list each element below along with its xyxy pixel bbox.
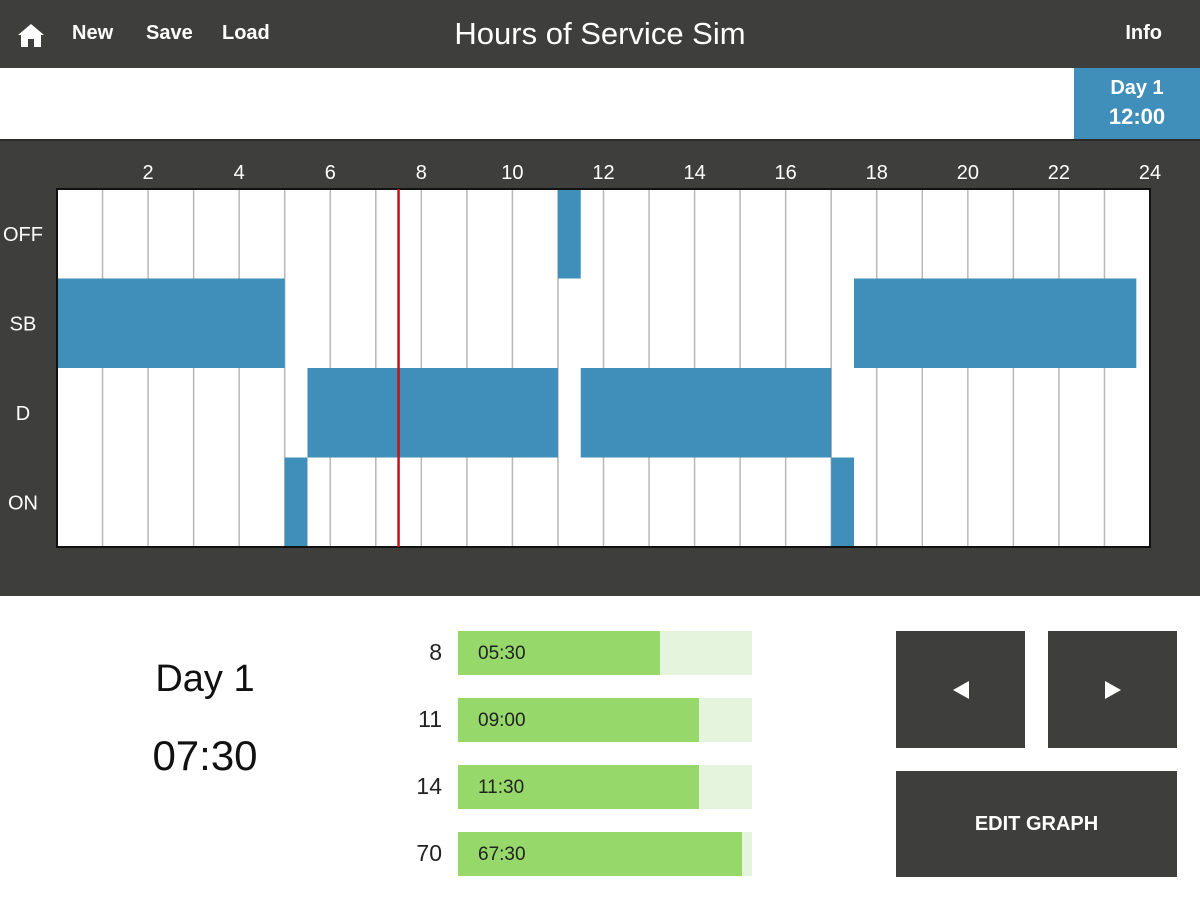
x-tick-label: 10: [501, 162, 523, 184]
limit-label: 11: [418, 706, 442, 732]
load-button[interactable]: Load: [222, 22, 270, 44]
duty-segment: [557, 189, 581, 279]
duty-segment: [57, 278, 285, 368]
arrow-left-icon: [952, 680, 969, 699]
x-tick-label: 20: [957, 162, 979, 184]
limit-bar: 11:30: [458, 765, 752, 809]
edit-graph-button[interactable]: EDIT GRAPH: [896, 771, 1177, 877]
app-title: Hours of Service Sim: [454, 16, 746, 51]
limit-bar: 05:30: [458, 631, 752, 675]
limit-row-8: 8 05:30: [390, 631, 760, 677]
row-label: OFF: [3, 224, 43, 246]
limit-value: 67:30: [478, 844, 526, 865]
limit-label: 8: [429, 639, 442, 665]
duty-segment: [853, 278, 1137, 368]
duty-segment: [831, 457, 854, 547]
x-tick-label: 6: [325, 162, 336, 184]
x-tick-label: 24: [1139, 162, 1161, 184]
limit-row-11: 11 09:00: [390, 698, 760, 744]
limit-row-14: 14 11:30: [390, 765, 760, 811]
x-tick-label: 22: [1048, 162, 1070, 184]
graph-border: [56, 188, 1151, 548]
previous-button[interactable]: [896, 631, 1025, 748]
row-label: ON: [8, 492, 38, 514]
x-tick-label: 12: [592, 162, 614, 184]
limit-value: 09:00: [478, 710, 526, 731]
duty-segment: [307, 368, 558, 458]
limit-bar-fill: [458, 631, 661, 675]
current-day: Day 1: [155, 658, 255, 700]
new-button[interactable]: New: [72, 22, 114, 44]
save-button[interactable]: Save: [146, 22, 193, 44]
x-tick-label: 18: [866, 162, 888, 184]
x-tick-label: 16: [775, 162, 797, 184]
x-tick-label: 4: [234, 162, 245, 184]
limit-bar-fill: [458, 832, 742, 876]
arrow-right-icon: [1104, 680, 1121, 699]
duty-segment: [580, 368, 832, 458]
top-bar: New Save Load Hours of Service Sim Info: [0, 0, 1200, 68]
x-tick-label: 2: [143, 162, 154, 184]
edit-graph-label: EDIT GRAPH: [974, 812, 1099, 835]
current-time: 07:30: [152, 732, 258, 779]
day-tab[interactable]: Day 1 12:00: [1074, 68, 1200, 139]
x-tick-label: 14: [683, 162, 705, 184]
x-tick-label: 8: [416, 162, 427, 184]
info-button[interactable]: Info: [1125, 22, 1162, 44]
day-tab-day: Day 1: [1110, 77, 1164, 99]
log-graph-panel: 2 4 6 8 10 12 14 16 18 20 22 24 OFF SB D ON: [0, 139, 1200, 596]
limit-label: 70: [416, 840, 442, 866]
limit-value: 05:30: [478, 643, 526, 664]
duty-segment: [284, 457, 308, 547]
limit-bar: 67:30: [458, 832, 752, 876]
limit-bar: 09:00: [458, 698, 752, 742]
limit-row-70: 70 67:30: [390, 832, 760, 878]
day-tab-time: 12:00: [1108, 104, 1166, 129]
limit-label: 14: [416, 773, 442, 799]
home-icon[interactable]: [17, 22, 45, 48]
limit-value: 11:30: [478, 777, 525, 798]
row-label: SB: [10, 313, 37, 335]
limit-bar-fill: [458, 765, 700, 809]
day-strip: Day 1 12:00: [0, 68, 1200, 139]
row-label: D: [16, 403, 30, 425]
limit-bar-fill: [458, 698, 699, 742]
next-button[interactable]: [1048, 631, 1177, 748]
